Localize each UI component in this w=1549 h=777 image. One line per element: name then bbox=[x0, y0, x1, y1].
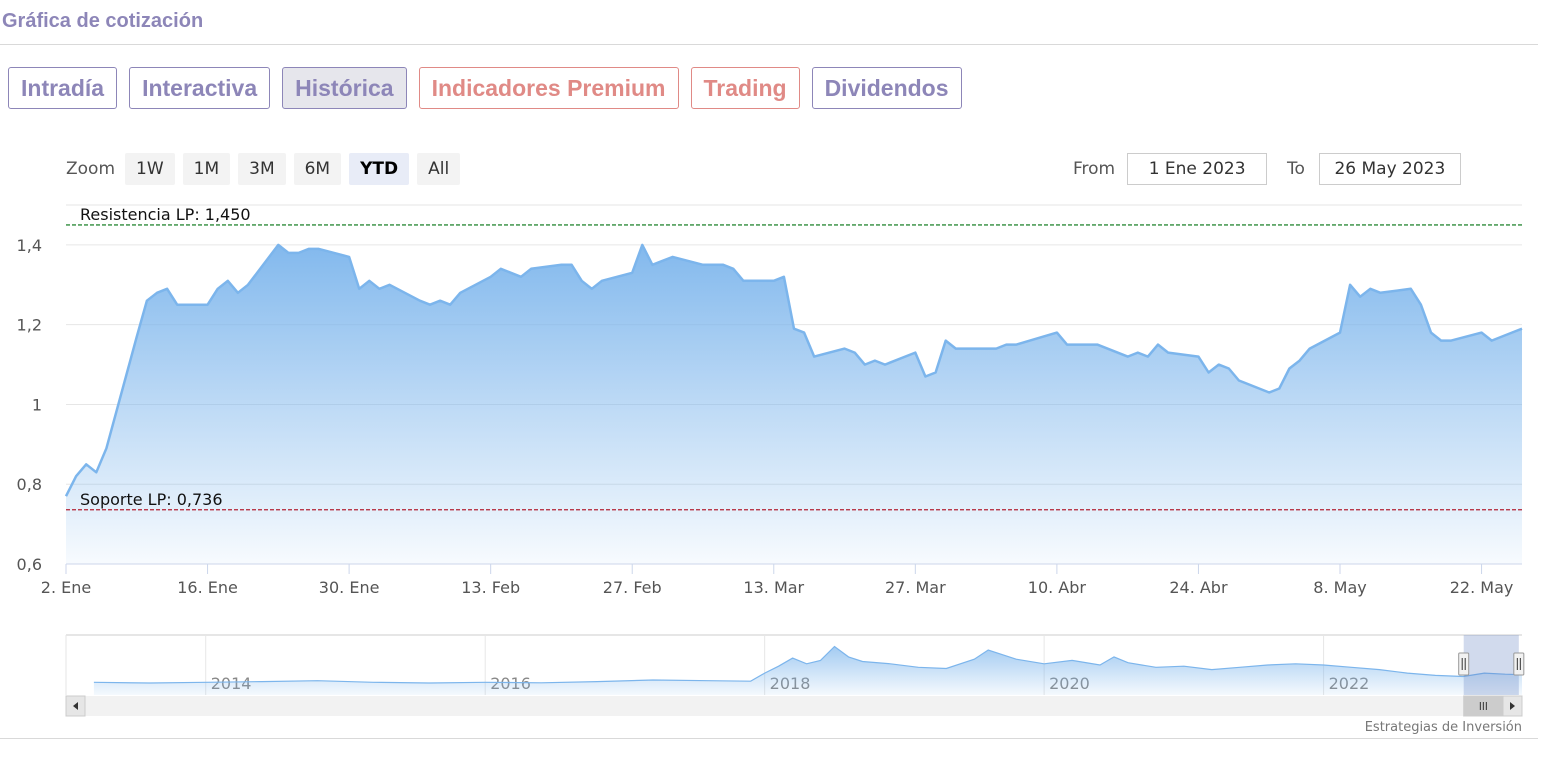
navigator-handle-left[interactable] bbox=[1458, 652, 1470, 676]
scrollbar-track[interactable] bbox=[66, 696, 1522, 716]
zoom-selector: Zoom 1W 1M 3M 6M YTD All bbox=[66, 153, 468, 185]
x-tick-label: 24. Abr bbox=[1169, 578, 1228, 597]
resistance-label: Resistencia LP: 1,450 bbox=[80, 205, 251, 224]
zoom-1w-button[interactable]: 1W bbox=[125, 153, 175, 185]
y-tick-label: 1,2 bbox=[17, 316, 42, 335]
chart-tabs: Intradía Interactiva Histórica Indicador… bbox=[8, 67, 962, 109]
x-tick-label: 2. Ene bbox=[41, 578, 91, 597]
x-tick-label: 10. Abr bbox=[1028, 578, 1087, 597]
from-label: From bbox=[1073, 159, 1116, 179]
tab-dividendos[interactable]: Dividendos bbox=[811, 67, 962, 109]
tab-indicadores-premium[interactable]: Indicadores Premium bbox=[418, 67, 679, 109]
x-tick-label: 13. Mar bbox=[743, 578, 804, 597]
price-area-fill bbox=[66, 244, 1522, 564]
to-date-input[interactable]: 26 May 2023 bbox=[1318, 153, 1461, 185]
zoom-3m-button[interactable]: 3M bbox=[238, 153, 286, 185]
tab-interactiva[interactable]: Interactiva bbox=[129, 67, 271, 109]
bottom-divider bbox=[0, 738, 1538, 739]
section-title: Gráfica de cotización bbox=[2, 10, 204, 32]
from-date-input[interactable]: 1 Ene 2023 bbox=[1127, 153, 1268, 185]
y-tick-label: 1 bbox=[32, 395, 42, 414]
navigator-handle-right[interactable] bbox=[1513, 652, 1525, 676]
tab-trading[interactable]: Trading bbox=[690, 67, 800, 109]
scrollbar[interactable] bbox=[65, 695, 1523, 717]
x-tick-label: 16. Ene bbox=[177, 578, 238, 597]
support-label: Soporte LP: 0,736 bbox=[80, 490, 223, 509]
x-tick-label: 13. Feb bbox=[461, 578, 520, 597]
tab-historica[interactable]: Histórica bbox=[282, 67, 407, 109]
x-axis: 2. Ene 16. Ene 30. Ene 13. Feb 27. Feb 13. Ma… bbox=[41, 563, 1522, 597]
y-tick-label: 0,6 bbox=[17, 555, 42, 574]
navigator-selection[interactable] bbox=[1463, 635, 1519, 695]
navigator-line bbox=[93, 645, 1523, 684]
price-line bbox=[64, 243, 1523, 497]
zoom-all-button[interactable]: All bbox=[417, 153, 461, 185]
x-tick-label: 30. Ene bbox=[319, 578, 380, 597]
credits-text: Estrategias de Inversión bbox=[1365, 720, 1522, 735]
zoom-label: Zoom bbox=[66, 159, 116, 179]
x-tick-label: 8. May bbox=[1313, 578, 1366, 597]
navigator-area bbox=[93, 646, 1522, 695]
price-area bbox=[64, 243, 1523, 564]
chevron-left-icon bbox=[73, 702, 78, 710]
scrollbar-thumb[interactable] bbox=[1463, 695, 1504, 717]
x-tick-label: 27. Mar bbox=[885, 578, 946, 597]
to-label: To bbox=[1287, 159, 1305, 179]
range-from: From 1 Ene 2023 bbox=[1073, 153, 1268, 185]
zoom-1m-button[interactable]: 1M bbox=[182, 153, 231, 185]
chevron-right-icon bbox=[1510, 702, 1515, 710]
title-divider bbox=[0, 44, 1538, 45]
plot-lines: Resistencia LP: 1,450 Soporte LP: 0,736 bbox=[66, 205, 1522, 511]
range-to: To 26 May 2023 bbox=[1287, 153, 1461, 185]
zoom-ytd-button[interactable]: YTD bbox=[349, 153, 410, 185]
y-tick-label: 1,4 bbox=[17, 236, 42, 255]
tab-intradia[interactable]: Intradía bbox=[8, 67, 118, 109]
zoom-6m-button[interactable]: 6M bbox=[293, 153, 342, 185]
y-axis: 0,6 0,8 1 1,2 1,4 bbox=[17, 236, 42, 574]
y-tick-label: 0,8 bbox=[17, 475, 42, 494]
x-tick-label: 22. May bbox=[1450, 578, 1514, 597]
x-tick-label: 27. Feb bbox=[603, 578, 662, 597]
navigator[interactable]: 20142016201820202022 bbox=[65, 634, 1525, 695]
